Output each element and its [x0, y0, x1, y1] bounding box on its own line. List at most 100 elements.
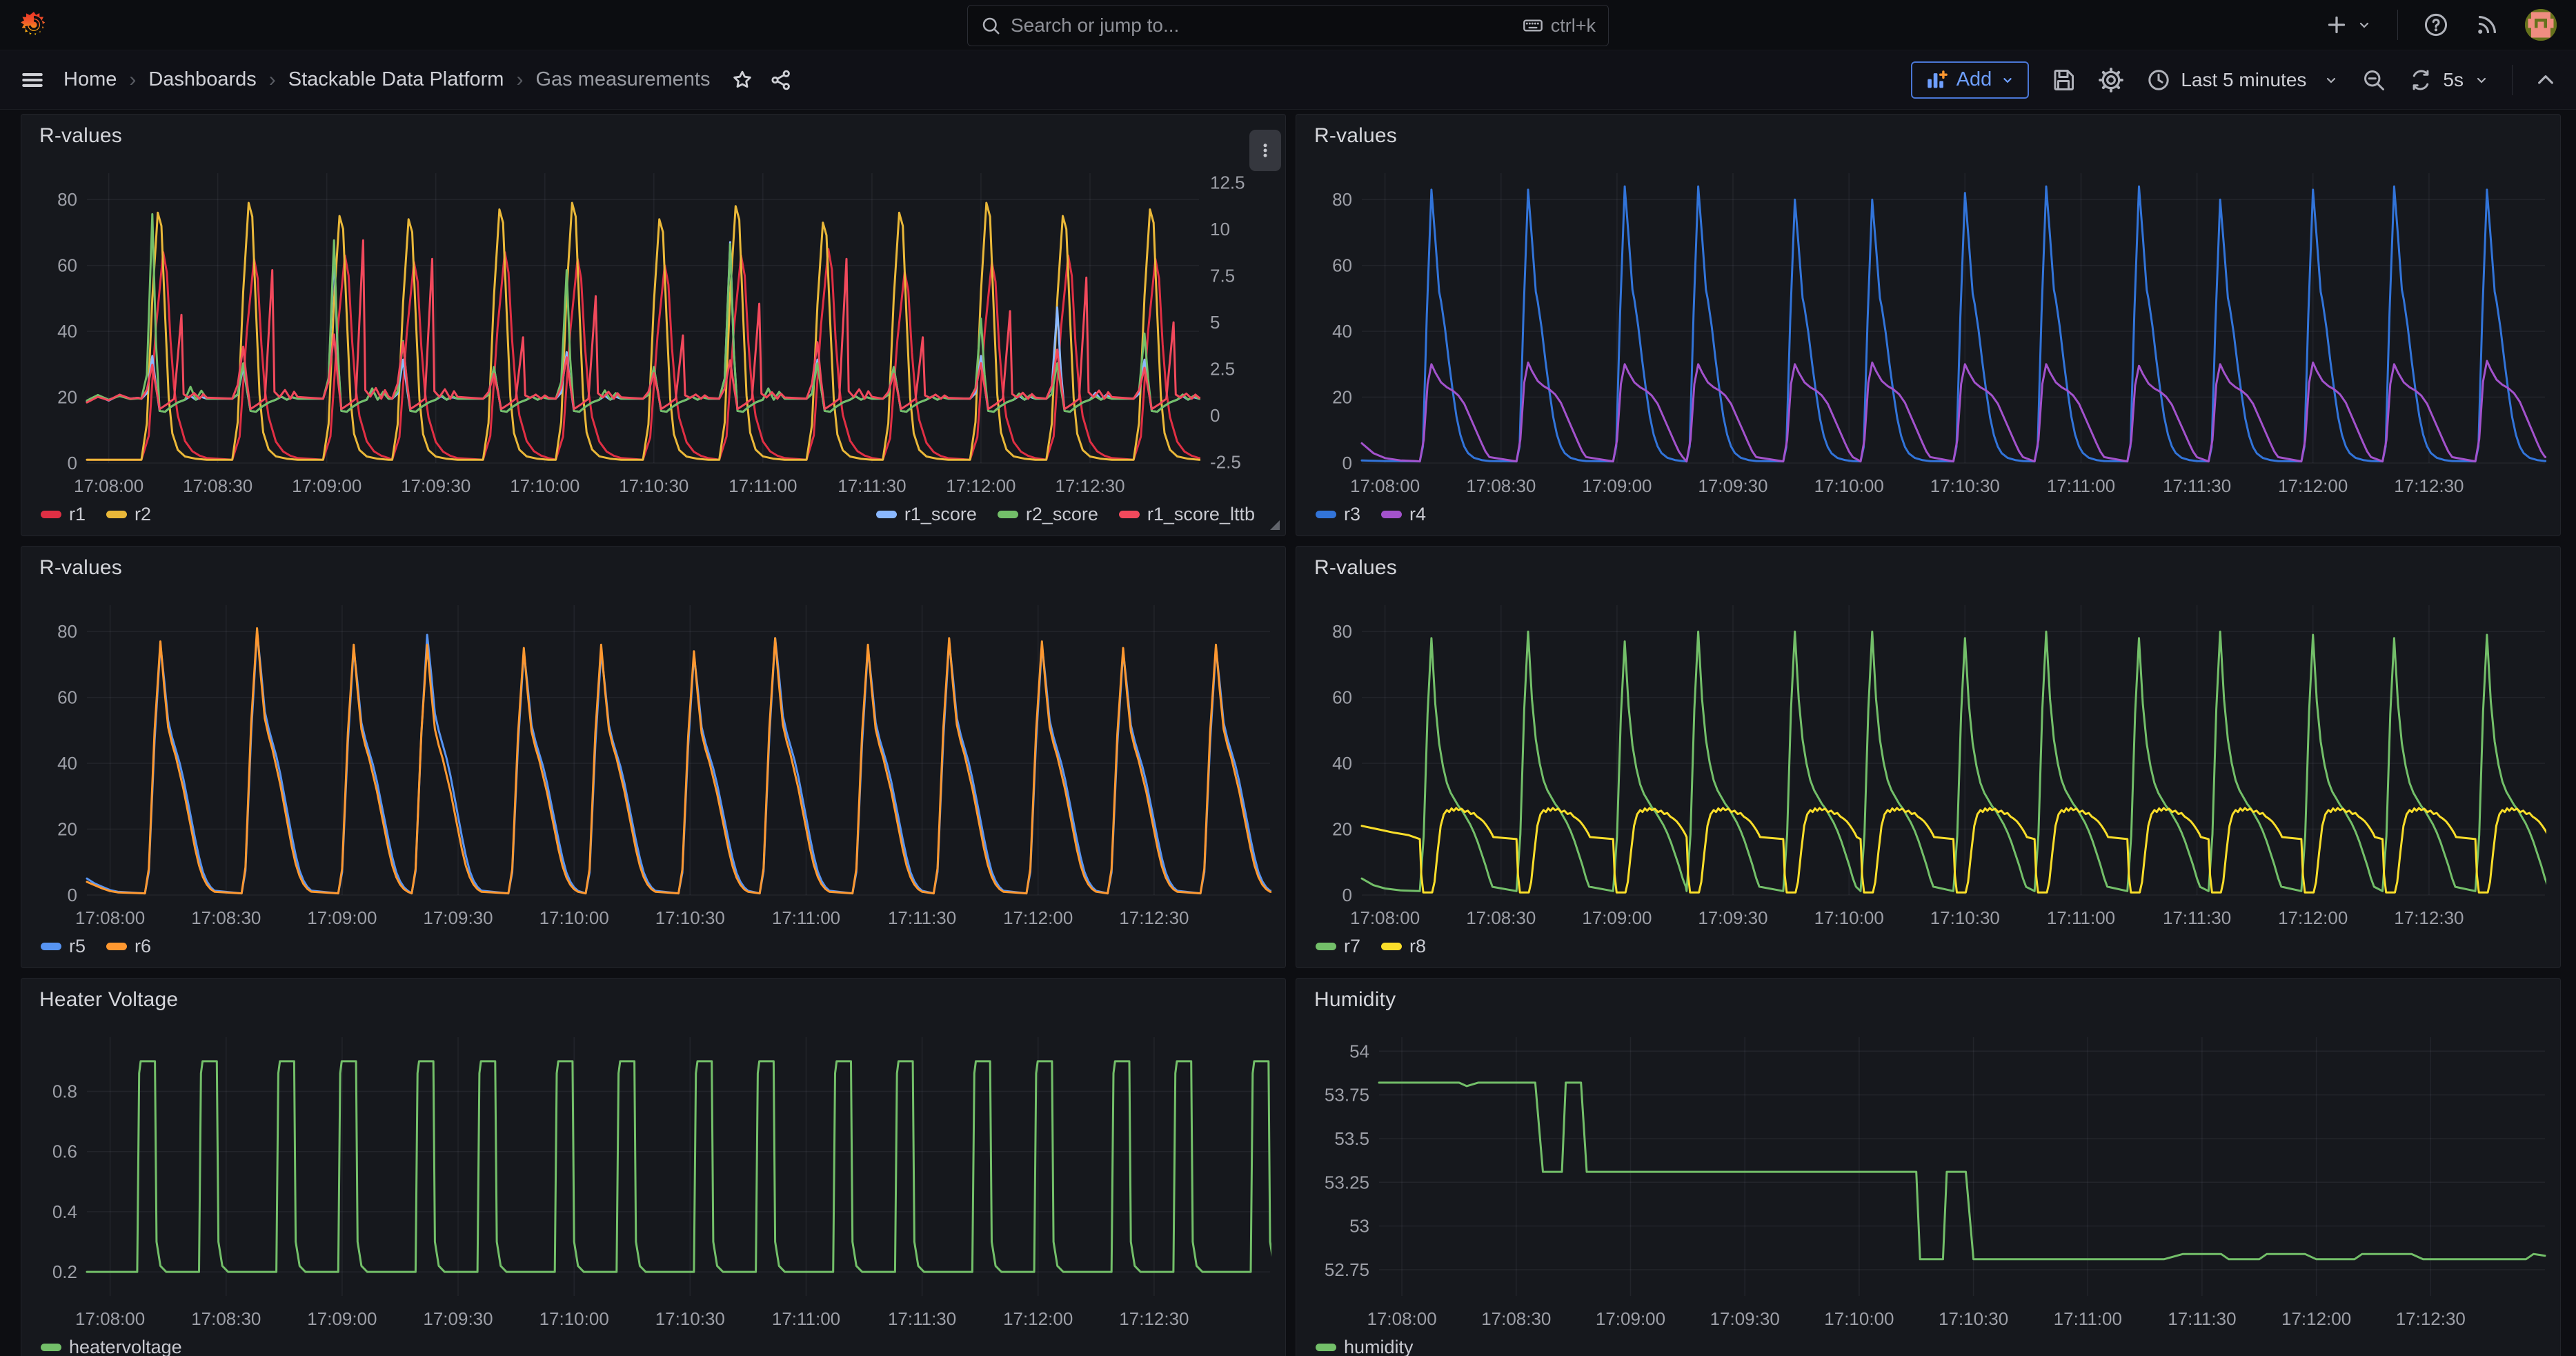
chevron-up-icon[interactable]: [2535, 69, 2557, 91]
chart-plot: 0 20 40 60 80 17:08:00 17:08:30 17:09:00 17:09:3…: [57, 605, 1271, 928]
svg-text:17:10:00: 17:10:00: [1824, 1308, 1894, 1329]
svg-text:17:09:00: 17:09:00: [307, 1308, 377, 1329]
legend-item[interactable]: r3: [1316, 504, 1360, 525]
breadcrumb-dashboards[interactable]: Dashboards: [148, 68, 257, 90]
panel-heater-voltage: Heater Voltage 0.2 0.4 0.6 0.8 17:08:00 17:08…: [21, 978, 1286, 1356]
legend-label: r2: [135, 504, 152, 524]
svg-text:52.75: 52.75: [1325, 1259, 1369, 1280]
legend-item[interactable]: humidity: [1316, 1337, 1414, 1356]
svg-text:0.2: 0.2: [52, 1261, 77, 1282]
svg-text:10: 10: [1210, 219, 1230, 239]
refresh-picker[interactable]: 5s: [2408, 68, 2490, 92]
svg-text:17:12:00: 17:12:00: [1003, 907, 1073, 928]
grafana-logo[interactable]: [19, 9, 48, 41]
chart-plot: 0 20 40 60 80 17:08:00 17:08:30 17:09:00 17:09:3…: [1332, 173, 2546, 496]
panel-title[interactable]: Humidity: [1314, 988, 1396, 1011]
breadcrumb-folder[interactable]: Stackable Data Platform: [288, 68, 504, 90]
svg-text:17:11:30: 17:11:30: [2168, 1308, 2236, 1329]
legend-label: r1_score_lttb: [1147, 504, 1255, 524]
svg-text:17:10:30: 17:10:30: [619, 475, 688, 496]
refresh-interval-label: 5s: [2443, 68, 2464, 90]
svg-text:17:08:00: 17:08:00: [1350, 907, 1420, 928]
legend-item[interactable]: r1_score: [875, 504, 977, 525]
svg-text:17:11:30: 17:11:30: [2163, 907, 2231, 928]
panel-title[interactable]: Heater Voltage: [39, 988, 179, 1011]
gear-icon[interactable]: [2098, 67, 2124, 93]
news-icon[interactable]: [2474, 12, 2500, 38]
chevron-down-icon: [2473, 72, 2490, 88]
svg-text:40: 40: [1332, 753, 1352, 774]
svg-text:17:08:30: 17:08:30: [183, 475, 252, 496]
panel-r-values-3: R-values 0 20 40 60 80 17:08:00 17:08:30 17:09:…: [21, 546, 1286, 968]
panel-title[interactable]: R-values: [39, 124, 122, 147]
new-menu-button[interactable]: [2324, 12, 2372, 37]
svg-text:17:11:00: 17:11:00: [772, 907, 840, 928]
legend-item[interactable]: r4: [1381, 504, 1426, 525]
legend: heatervoltage: [41, 1337, 1255, 1356]
save-icon[interactable]: [2051, 68, 2076, 92]
time-range-picker[interactable]: Last 5 minutes: [2146, 68, 2339, 92]
svg-text:17:12:00: 17:12:00: [2278, 475, 2348, 496]
legend-item[interactable]: r1_score_lttb: [1118, 504, 1255, 525]
divider: [2512, 64, 2513, 95]
search-input[interactable]: Search or jump to... ctrl+k: [967, 5, 1609, 46]
legend-item[interactable]: r6: [106, 936, 151, 957]
panel-title[interactable]: R-values: [1314, 556, 1397, 579]
hamburger-icon[interactable]: [19, 67, 46, 93]
legend-item[interactable]: r2_score: [997, 504, 1098, 525]
svg-text:17:08:30: 17:08:30: [1466, 907, 1536, 928]
help-icon[interactable]: [2423, 12, 2449, 38]
star-icon[interactable]: [731, 68, 754, 92]
panel-humidity: Humidity 52.75 53 53.25 53.5 53.75 54 17:08:00…: [1296, 978, 2561, 1356]
keyboard-icon: [1522, 14, 1544, 37]
resize-corner[interactable]: [1270, 520, 1280, 530]
legend-swatch: [875, 511, 897, 518]
svg-text:60: 60: [57, 687, 77, 708]
panel-title[interactable]: R-values: [1314, 124, 1397, 147]
svg-text:17:08:30: 17:08:30: [1466, 475, 1536, 496]
zoom-out-icon[interactable]: [2361, 68, 2386, 92]
legend-item[interactable]: r5: [41, 936, 86, 957]
svg-text:17:10:00: 17:10:00: [510, 475, 579, 496]
add-button[interactable]: Add: [1910, 61, 2030, 99]
legend-item[interactable]: r7: [1316, 936, 1360, 957]
svg-text:17:09:30: 17:09:30: [1698, 475, 1767, 496]
plus-icon: [2324, 12, 2349, 37]
svg-text:0.8: 0.8: [52, 1081, 77, 1102]
svg-text:17:09:00: 17:09:00: [1582, 907, 1652, 928]
svg-text:17:11:00: 17:11:00: [2054, 1308, 2122, 1329]
svg-text:20: 20: [57, 819, 77, 840]
svg-text:0.6: 0.6: [52, 1141, 77, 1162]
svg-text:17:12:30: 17:12:30: [2394, 475, 2464, 496]
svg-text:17:08:00: 17:08:00: [1350, 475, 1420, 496]
legend: r1 r2 r1_score r2_score r1_score_lttb: [41, 504, 1255, 525]
svg-text:40: 40: [57, 321, 77, 342]
svg-text:80: 80: [57, 621, 77, 642]
svg-text:7.5: 7.5: [1210, 266, 1235, 286]
svg-text:5: 5: [1210, 312, 1220, 333]
legend-item[interactable]: heatervoltage: [41, 1337, 182, 1356]
svg-text:17:10:00: 17:10:00: [539, 1308, 609, 1329]
legend-item[interactable]: r2: [106, 504, 151, 525]
breadcrumb-home[interactable]: Home: [63, 68, 117, 90]
chart-plot: 0.2 0.4 0.6 0.8 17:08:00 17:08:30 17:09:00 17:0…: [52, 1037, 1271, 1329]
chart-plot: 52.75 53 53.25 53.5 53.75 54 17:08:00 17:08:30 1…: [1325, 1037, 2546, 1329]
legend-swatch: [41, 1344, 61, 1351]
chart-plot: 0 20 40 60 80 -2.5 0 2.5 5 7.5 10 12.5 17:08:00 17:08…: [57, 173, 1245, 497]
legend-label: r3: [1344, 504, 1361, 524]
legend-swatch: [1381, 943, 1403, 950]
panel-title[interactable]: R-values: [39, 556, 122, 579]
breadcrumb-separator: ›: [268, 68, 276, 91]
svg-text:53.25: 53.25: [1325, 1172, 1369, 1192]
svg-text:80: 80: [1332, 621, 1352, 642]
svg-text:17:09:00: 17:09:00: [307, 907, 377, 928]
legend-swatch: [41, 511, 61, 518]
legend-item[interactable]: r8: [1381, 936, 1426, 957]
legend-item[interactable]: r1: [41, 504, 86, 525]
svg-text:40: 40: [1332, 321, 1352, 342]
panel-menu-button[interactable]: [1249, 130, 1281, 171]
legend: r5 r6: [41, 936, 1255, 957]
top-nav: Search or jump to... ctrl+k: [0, 0, 2576, 50]
share-icon[interactable]: [769, 68, 793, 92]
avatar[interactable]: [2525, 9, 2557, 41]
